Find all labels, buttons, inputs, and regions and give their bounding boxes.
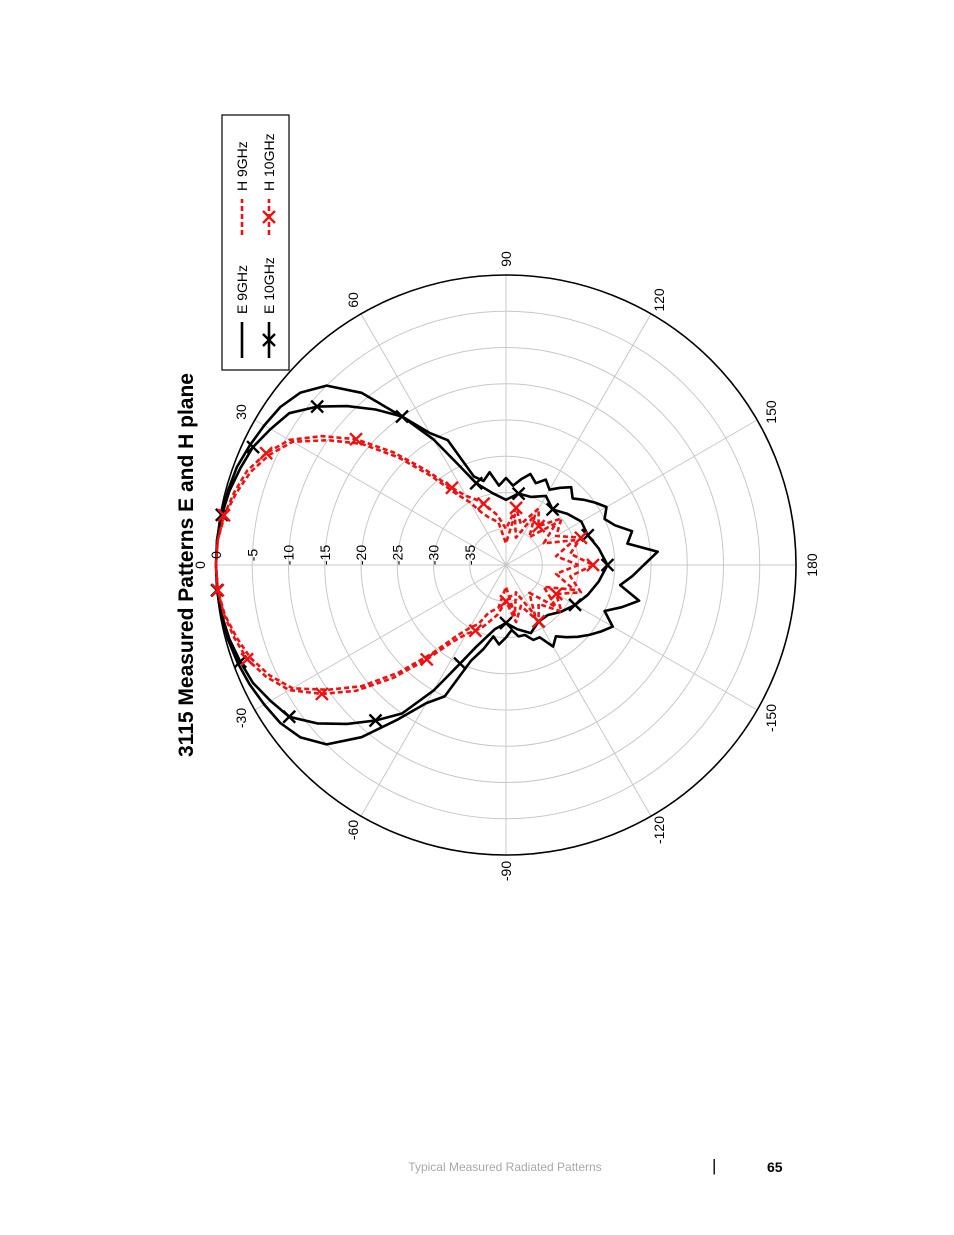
x-marker — [468, 623, 483, 638]
series-h-10ghz — [210, 432, 600, 701]
legend-label: H 9GHz — [234, 141, 250, 191]
x-marker — [511, 486, 526, 501]
x-marker — [469, 476, 484, 491]
x-marker — [395, 409, 409, 424]
series-layer — [210, 384, 659, 746]
x-marker — [419, 652, 434, 667]
chart-title: 3115 Measured Patterns E and H plane — [175, 373, 198, 757]
series-line — [214, 434, 594, 696]
x-marker — [262, 333, 276, 347]
x-marker — [600, 558, 615, 572]
x-marker — [240, 652, 254, 667]
x-marker — [210, 583, 225, 598]
x-marker — [531, 519, 546, 533]
angular-gridline — [505, 564, 758, 711]
radial-tick-label: -20 — [353, 545, 369, 565]
legend-label: E 9GHz — [234, 265, 250, 314]
angle-tick-label: 120 — [651, 288, 667, 312]
polar-grid — [215, 274, 797, 856]
angle-tick-label: 150 — [763, 400, 779, 424]
angle-tick-label: 0 — [192, 561, 208, 569]
x-marker — [568, 598, 582, 612]
legend-label: H 10GHz — [261, 133, 277, 191]
radial-tick-label: -25 — [389, 545, 405, 565]
x-marker — [217, 508, 231, 523]
angle-tick-label: 30 — [233, 404, 249, 420]
angular-gridline — [254, 419, 507, 566]
angle-tick-label: -60 — [345, 820, 361, 840]
radial-tick-label: -35 — [462, 545, 478, 565]
radial-tick-label: 0 — [208, 551, 224, 559]
radial-tick-label: -15 — [317, 545, 333, 565]
footer-section-title: Typical Measured Radiated Patterns — [408, 1160, 602, 1174]
x-marker — [282, 709, 297, 724]
x-marker — [531, 614, 546, 629]
footer-separator: | — [712, 1156, 717, 1175]
x-marker — [315, 687, 329, 701]
x-marker — [499, 594, 513, 609]
x-marker — [509, 501, 523, 515]
x-marker — [545, 502, 560, 517]
angle-tick-label: -150 — [763, 704, 779, 732]
angle-tick-label: 90 — [498, 251, 514, 267]
x-marker — [349, 432, 363, 447]
radial-tick-label: -5 — [244, 549, 260, 562]
x-marker — [259, 446, 274, 461]
x-marker — [262, 210, 276, 224]
angle-tick-label: -90 — [498, 861, 514, 881]
x-marker — [499, 616, 513, 630]
radial-tick-label: -30 — [426, 545, 442, 565]
angle-tick-label: 180 — [804, 553, 820, 577]
x-marker — [310, 399, 325, 414]
angular-gridline — [505, 564, 652, 817]
x-marker — [453, 656, 467, 671]
page-number: 65 — [767, 1159, 783, 1175]
x-marker — [445, 480, 459, 495]
legend: E 9GHz E 10GHz H 9GHz H 10GHz — [221, 114, 290, 371]
x-marker — [368, 713, 383, 728]
angular-gridline — [254, 564, 507, 711]
x-marker — [574, 530, 588, 545]
legend-box — [221, 114, 290, 371]
tick-labels: 0 30 60 90 120 150 180 -150 -120 -90 -60 -30 0 -5 -10 -… — [192, 251, 820, 881]
angle-tick-label: 60 — [345, 292, 361, 308]
angular-gridline — [505, 419, 758, 566]
legend-label: E 10GHz — [261, 257, 277, 314]
x-marker — [549, 587, 564, 601]
angle-tick-label: -120 — [651, 816, 667, 844]
radial-tick-label: -10 — [281, 545, 297, 565]
x-marker — [246, 440, 260, 454]
angular-gridline — [505, 313, 652, 566]
angle-tick-label: -30 — [233, 708, 249, 728]
x-marker — [476, 496, 491, 511]
x-marker — [586, 558, 600, 572]
